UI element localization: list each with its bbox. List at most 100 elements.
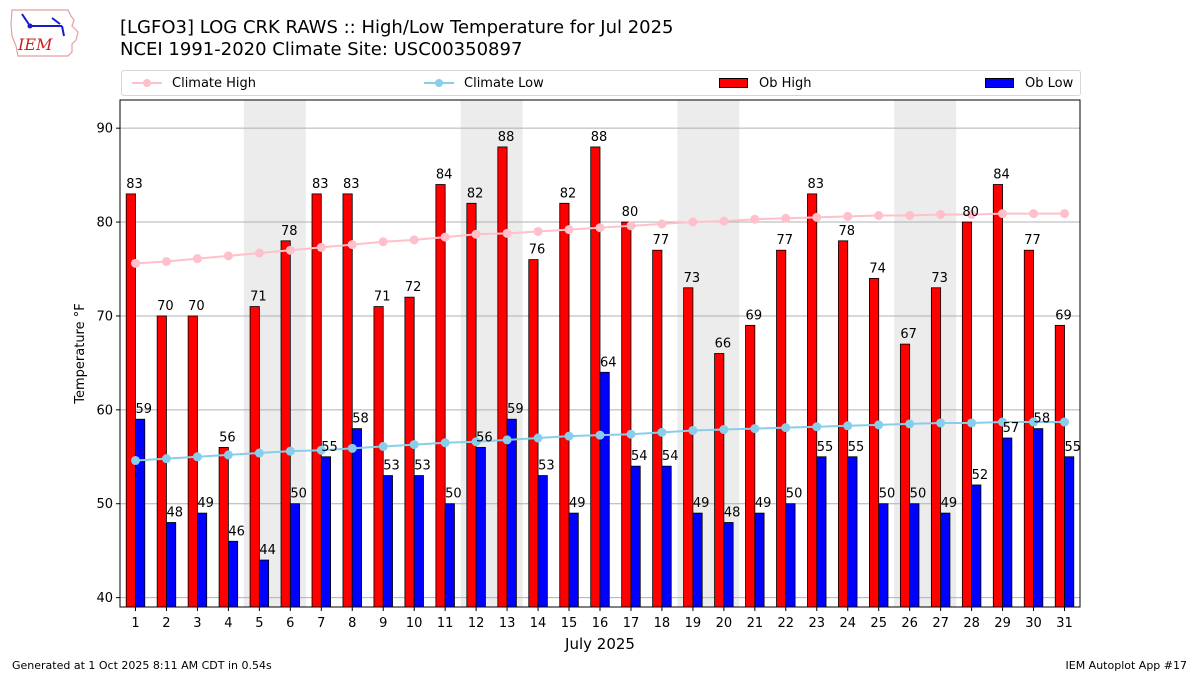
gridlines — [120, 127, 1080, 599]
weekend-band — [894, 100, 957, 607]
ob-low-bar — [568, 512, 579, 608]
x-tick-label: 7 — [317, 616, 325, 631]
climate-high-line — [135, 212, 1065, 265]
ob-low-bar — [320, 456, 331, 608]
ob-low-bar — [197, 512, 208, 608]
climate-high-point — [812, 212, 822, 222]
legend-line-marker-icon — [424, 79, 454, 87]
ob-high-label: 67 — [900, 327, 917, 342]
ob-high-label: 77 — [653, 233, 670, 248]
ob-low-bar — [785, 503, 796, 608]
climate-high-point — [440, 232, 450, 242]
x-tick-label: 26 — [901, 616, 918, 631]
x-tick-label: 15 — [561, 616, 578, 631]
ob-low-bar — [754, 512, 765, 608]
x-tick-label: 25 — [870, 616, 887, 631]
x-tick-label: 29 — [994, 616, 1011, 631]
climate-high-point — [471, 229, 481, 239]
ob-low-label: 58 — [1034, 412, 1051, 427]
climate-high-point — [874, 210, 884, 220]
x-tick-label: 4 — [224, 616, 232, 631]
x-tick-label: 1 — [131, 616, 139, 631]
ob-high-bar — [683, 287, 694, 608]
ob-high-label: 74 — [869, 261, 886, 276]
climate-high-point — [316, 242, 326, 252]
legend-line-marker-icon — [132, 79, 162, 87]
ob-low-label: 49 — [569, 496, 586, 511]
y-tick-label: 50 — [96, 497, 113, 512]
bar-value-labels: 83 70 70 56 71 78 83 83 71 72 84 82 88 76 82 88 80 77 73 66… — [126, 130, 1081, 558]
climate-low-point — [781, 423, 791, 433]
legend-label: Ob Low — [1025, 75, 1074, 91]
ob-low-bar — [351, 428, 362, 608]
ob-high-label: 83 — [312, 177, 329, 192]
ob-high-bar — [776, 249, 787, 608]
x-tick-label: 19 — [685, 616, 702, 631]
ob-low-bar — [444, 503, 455, 608]
ob-low-label: 56 — [476, 430, 493, 445]
x-tick-label: 9 — [379, 616, 387, 631]
x-axis-label: July 2025 — [564, 635, 635, 653]
x-tick-label: 11 — [437, 616, 454, 631]
ob-low-bar — [413, 475, 424, 608]
ob-low-label: 55 — [817, 440, 834, 455]
climate-low-point — [657, 427, 667, 437]
ob-high-bar — [218, 446, 229, 608]
x-tick-label: 27 — [932, 616, 949, 631]
x-tick-label: 20 — [716, 616, 733, 631]
ob-high-label: 78 — [838, 224, 855, 239]
ob-low-bar — [1033, 428, 1044, 608]
ob-high-bar — [961, 221, 973, 608]
ob-high-label: 73 — [684, 271, 701, 286]
ob-high-label: 83 — [126, 177, 143, 192]
legend-item-ob-high: Ob High — [719, 71, 812, 95]
legend-item-climate-low: Climate Low — [424, 71, 544, 95]
ob-low-bar — [537, 475, 548, 608]
ob-low-bar — [692, 512, 703, 608]
ob-high-label: 88 — [498, 130, 515, 145]
ob-low-bar — [227, 540, 239, 608]
weekend-band — [460, 100, 523, 607]
ob-high-bar — [992, 184, 1003, 608]
ob-high-label: 70 — [157, 299, 174, 314]
ob-high-label: 80 — [962, 205, 979, 220]
ob-high-label: 77 — [777, 233, 794, 248]
climate-low-point — [347, 443, 357, 453]
ob-high-label: 88 — [591, 130, 608, 145]
ob-low-bar — [630, 465, 641, 608]
ob-high-label: 77 — [1024, 233, 1041, 248]
ob-low-bar — [1064, 456, 1075, 608]
y-axis-label: Temperature °F — [73, 303, 88, 404]
ob-high-label: 82 — [560, 186, 577, 201]
legend-label: Ob High — [759, 75, 812, 91]
ob-low-label: 50 — [786, 487, 803, 502]
climate-high-point — [626, 221, 636, 231]
climate-low-point — [812, 422, 822, 432]
ob-low-bar — [475, 446, 486, 608]
climate-low-point — [471, 437, 481, 447]
ob-high-bar — [466, 202, 477, 608]
climate-low-point — [192, 452, 202, 462]
ob-low-label: 52 — [972, 468, 989, 483]
climate-low-point — [905, 419, 915, 429]
ob-low-label: 49 — [755, 496, 772, 511]
ob-high-label: 78 — [281, 224, 298, 239]
climate-low-point — [378, 441, 388, 451]
ob-high-bar — [899, 343, 911, 608]
ob-high-label: 70 — [188, 299, 205, 314]
ob-high-label: 66 — [715, 337, 732, 352]
climate-low-point — [1029, 417, 1039, 427]
ob-low-label: 48 — [166, 506, 183, 521]
ob-high-bar — [497, 146, 508, 608]
x-tick-label: 28 — [963, 616, 980, 631]
climate-high-point — [409, 235, 419, 245]
ob-high-bar — [869, 277, 880, 608]
ob-low-label: 64 — [600, 355, 617, 370]
ob-low-bar — [382, 475, 393, 608]
ob-low-label: 44 — [259, 543, 276, 558]
generated-timestamp: Generated at 1 Oct 2025 8:11 AM CDT in 0… — [12, 659, 272, 672]
ob-high-label: 71 — [374, 290, 391, 305]
x-tick-label: 21 — [747, 616, 764, 631]
y-tick-label: 60 — [96, 403, 113, 418]
